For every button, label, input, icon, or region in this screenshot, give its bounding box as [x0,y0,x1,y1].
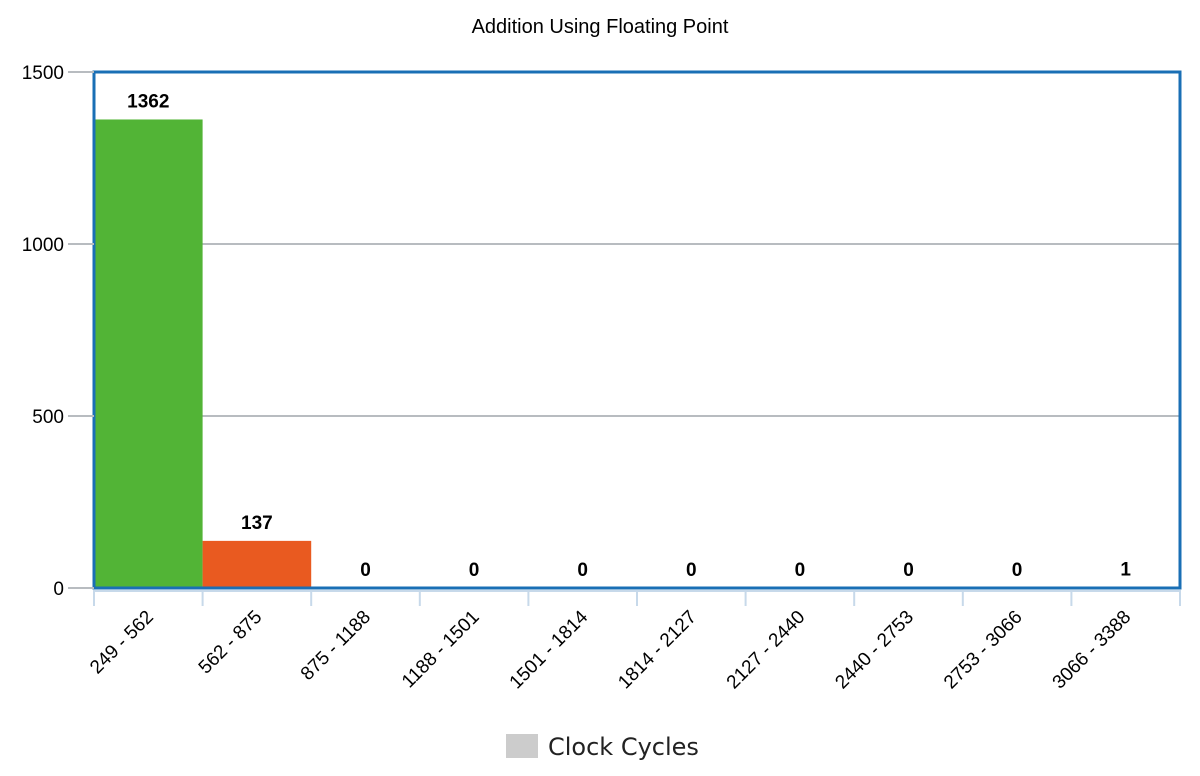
bar [202,540,312,588]
bar-labels: 1362 137 0 0 0 0 0 0 0 1 [127,91,1131,581]
x-axis: 249 - 562 562 - 875 875 - 1188 1188 - 1501 1… [86,590,1181,694]
legend-swatch [506,734,538,758]
x-tick-label: 249 - 562 [86,607,158,679]
chart-title: Addition Using Floating Point [472,16,729,38]
bar-data-label: 1 [1120,560,1131,581]
x-tick-label: 2753 - 3066 [940,607,1027,694]
bar-data-label: 1362 [127,91,169,112]
legend-label: Clock Cycles [548,733,699,761]
x-tick-label: 875 - 1188 [297,607,375,685]
bar-data-label: 0 [1012,560,1023,581]
y-tick-label: 1000 [22,235,64,256]
bar-data-label: 0 [686,560,697,581]
bar-data-label: 0 [577,560,588,581]
y-axis: 0 500 1000 1500 [22,63,94,600]
y-tick-label: 1500 [22,63,64,84]
x-tick-label: 1814 - 2127 [614,607,701,694]
bar [94,119,203,589]
plot-frame [92,70,1182,590]
x-tick-label: 3066 - 3388 [1049,607,1136,694]
gridlines [94,243,1180,417]
bar-data-label: 0 [903,560,914,581]
x-tick-label: 562 - 875 [195,607,267,679]
y-tick-label: 0 [53,579,64,600]
x-tick-label: 2440 - 2753 [831,607,918,694]
bar-data-label: 0 [360,560,371,581]
legend: Clock Cycles [506,733,699,761]
x-tick-label: 1501 - 1814 [506,606,593,693]
x-tick-label: 2127 - 2440 [723,607,810,694]
bars [94,119,1180,589]
y-tick-label: 500 [32,407,64,428]
bar-data-label: 0 [469,560,480,581]
x-tick-label: 1188 - 1501 [398,607,484,693]
bar-data-label: 137 [241,513,273,534]
bar-data-label: 0 [795,560,806,581]
